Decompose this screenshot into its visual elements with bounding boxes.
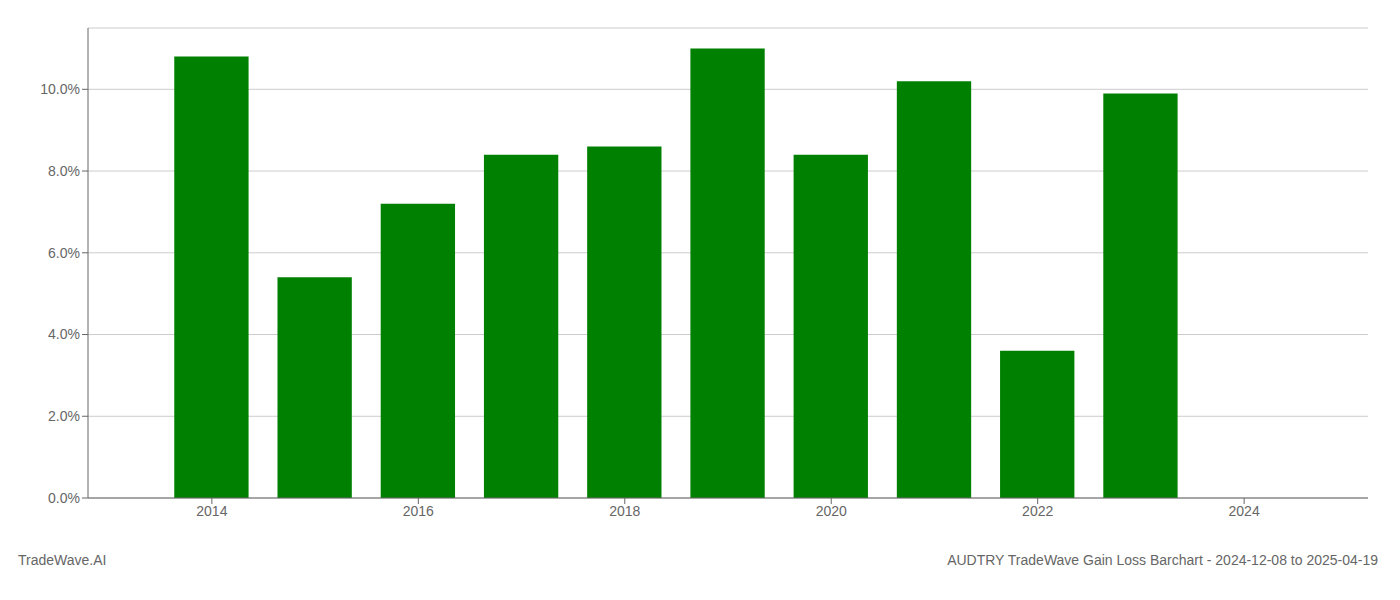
svg-text:2016: 2016 bbox=[403, 503, 434, 519]
svg-text:8.0%: 8.0% bbox=[48, 163, 80, 179]
svg-text:2024: 2024 bbox=[1229, 503, 1260, 519]
svg-text:2014: 2014 bbox=[196, 503, 227, 519]
svg-text:2020: 2020 bbox=[816, 503, 847, 519]
svg-text:2018: 2018 bbox=[609, 503, 640, 519]
html-text:AUDTRY TradeWave Gain Loss Bar: AUDTRY TradeWave Gain Loss Barchart - 20… bbox=[947, 552, 1378, 568]
html-text:TradeWave.AI: TradeWave.AI bbox=[18, 552, 107, 568]
svg-text:6.0%: 6.0% bbox=[48, 245, 80, 261]
svg-text:2022: 2022 bbox=[1022, 503, 1053, 519]
svg-text:4.0%: 4.0% bbox=[48, 326, 80, 342]
svg-text:2.0%: 2.0% bbox=[48, 408, 80, 424]
svg-text:0.0%: 0.0% bbox=[48, 490, 80, 506]
svg-text:10.0%: 10.0% bbox=[40, 81, 80, 97]
